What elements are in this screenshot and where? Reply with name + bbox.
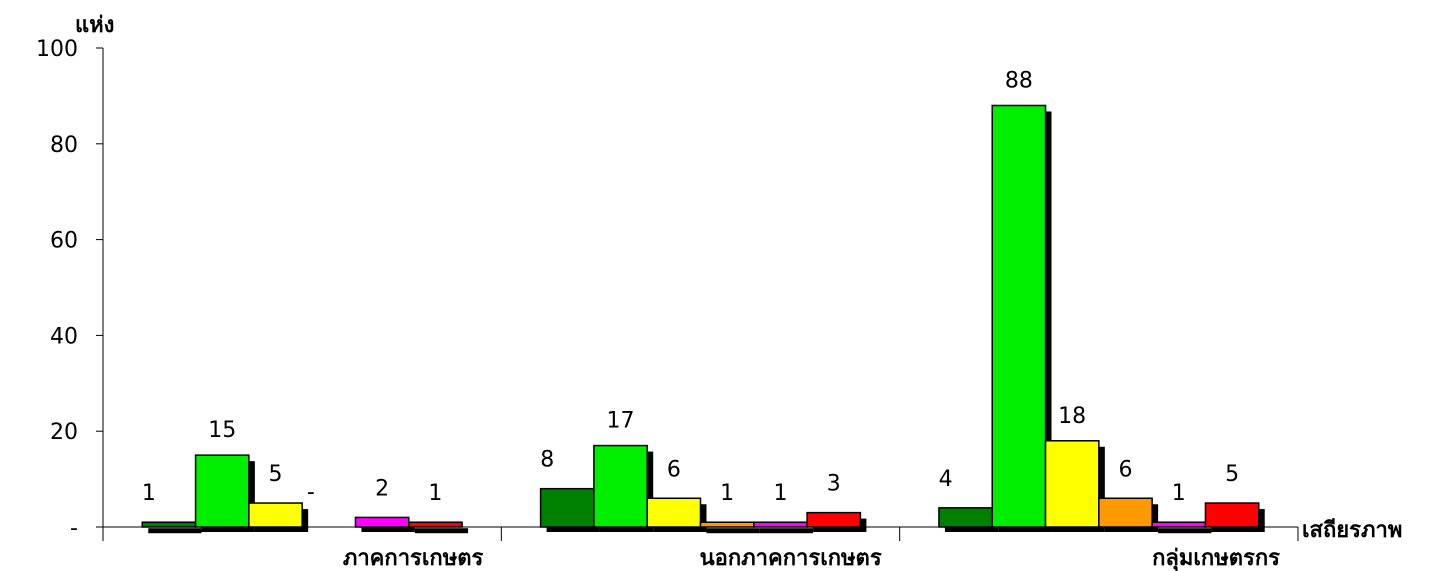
- data-label: 5: [269, 462, 283, 487]
- data-label: -: [307, 480, 315, 505]
- bar: [1044, 440, 1100, 528]
- bar: [753, 521, 808, 528]
- x-category-label: กลุ่มเกษตรกร: [1152, 546, 1280, 571]
- data-label: 1: [773, 481, 787, 506]
- y-tick-label: 100: [36, 37, 78, 62]
- data-label: 2: [375, 476, 389, 501]
- bar-shadow: [414, 528, 469, 534]
- bar: [593, 444, 648, 528]
- bar: [699, 521, 755, 528]
- bar: [1204, 502, 1260, 528]
- data-label: 3: [827, 472, 841, 497]
- y-tick-label: 20: [50, 420, 78, 445]
- data-label: 1: [720, 481, 734, 506]
- bar: [194, 454, 250, 528]
- data-label: 6: [1118, 457, 1132, 482]
- data-label: 8: [540, 448, 554, 473]
- y-tick-label: 80: [50, 133, 78, 158]
- bar: [1151, 521, 1207, 528]
- y-tick-label: 60: [50, 229, 78, 254]
- bar-shadow: [706, 528, 760, 534]
- bar: [806, 511, 862, 528]
- bar: [938, 507, 993, 528]
- x-category-label: ภาคการเกษตร: [343, 546, 484, 571]
- data-label: 18: [1058, 404, 1086, 429]
- data-label: 1: [142, 481, 156, 506]
- bar: [539, 487, 595, 528]
- bar: [354, 516, 410, 528]
- x-category-label: นอกภาคการเกษตร: [700, 546, 882, 571]
- bar-shadow: [148, 528, 202, 534]
- y-tick-label: -: [70, 516, 78, 541]
- bar: [1098, 497, 1153, 528]
- bars: [141, 104, 1265, 534]
- bar-shadow: [759, 528, 814, 534]
- bar: [408, 521, 463, 528]
- y-tick-label: 40: [50, 324, 78, 349]
- data-label: 5: [1225, 462, 1239, 487]
- axes: [102, 48, 1299, 541]
- x-axis-category-labels: ภาคการเกษตร นอกภาคการเกษตร กลุ่มเกษตรกร: [343, 546, 1280, 571]
- bar: [646, 497, 702, 528]
- x-axis-title: เสถียรภาพ: [1302, 518, 1402, 543]
- bar: [991, 104, 1047, 528]
- data-label: 17: [607, 409, 635, 434]
- data-label: 88: [1005, 68, 1033, 93]
- data-label: 1: [428, 481, 442, 506]
- bar-shadow: [1158, 528, 1212, 534]
- data-label: 6: [667, 457, 681, 482]
- bar: [248, 502, 303, 528]
- data-label: 4: [939, 467, 953, 492]
- y-axis-title: แห่ง: [75, 13, 114, 38]
- bar: [141, 521, 197, 528]
- data-label: 1: [1172, 481, 1186, 506]
- y-axis-ticks: - 20 40 60 80 100: [36, 37, 103, 541]
- data-label: 15: [208, 418, 236, 443]
